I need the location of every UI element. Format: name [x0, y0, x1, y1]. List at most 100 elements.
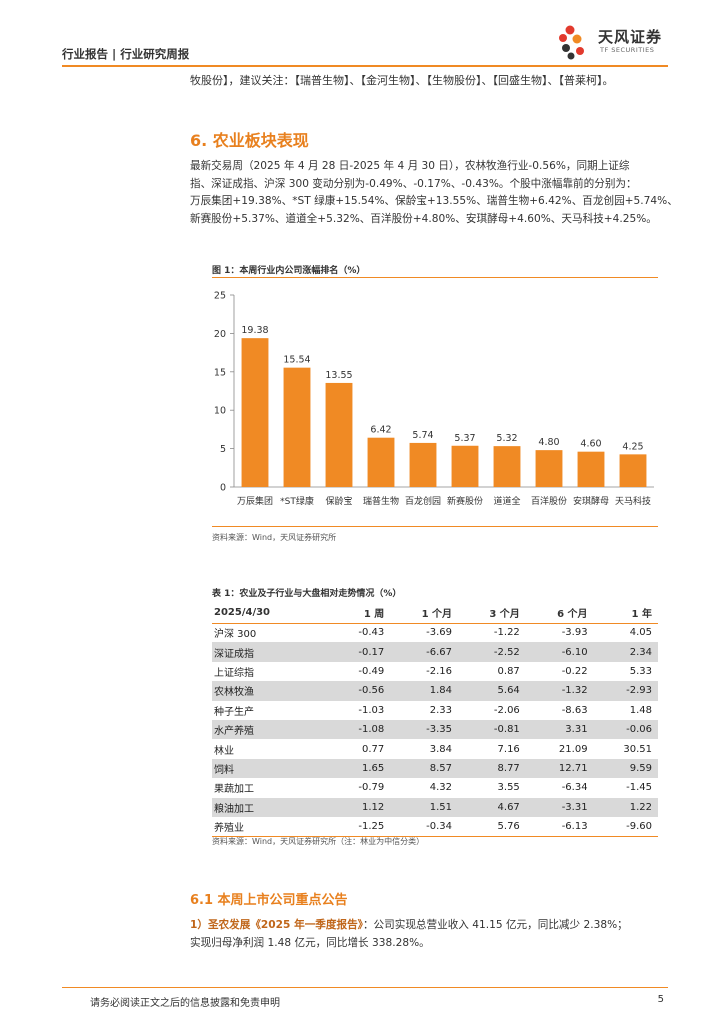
- x-tick-label: 百龙创园: [405, 495, 441, 507]
- bar: [367, 437, 395, 487]
- table-cell: 8.77: [458, 758, 526, 779]
- y-tick-label: 15: [214, 367, 226, 378]
- x-tick-label: 保龄宝: [325, 495, 352, 507]
- flower-logo-icon: [559, 25, 584, 60]
- table-cell: 4.32: [429, 782, 453, 794]
- y-tick-label: 5: [220, 444, 226, 455]
- table-cell: 3.55: [497, 782, 520, 794]
- figure-top-rule: [212, 277, 658, 278]
- table-cell: -0.22: [561, 665, 588, 677]
- figure-source: 资料来源：Wind，天风证券研究所: [212, 533, 337, 542]
- table-cell: -0.34: [390, 816, 459, 837]
- table-cell: 1.84: [390, 681, 459, 701]
- logo-text-en: TF SECURITIES: [600, 46, 655, 54]
- bar: [493, 446, 521, 487]
- x-tick-label: *ST绿康: [280, 495, 314, 507]
- bar: [325, 382, 353, 487]
- footer-divider: [62, 987, 668, 988]
- announcement-line: 实现归母净利润 1.48 亿元，同比增长 338.28%。: [190, 937, 430, 949]
- table-row: 深证成指 -0.17 -6.67 -2.52 -6.10 2.34: [212, 642, 658, 662]
- bar-value-label: 6.42: [370, 425, 391, 436]
- table-cell: -1.25: [331, 816, 391, 837]
- bar-value-label: 4.60: [580, 439, 601, 450]
- row-label: 上证综指: [214, 667, 254, 679]
- row-label: 种子生产: [214, 706, 254, 718]
- bar: [283, 367, 311, 487]
- table-cell: -3.31: [525, 797, 594, 817]
- bar-value-label: 4.80: [538, 437, 559, 448]
- bar-value-label: 5.74: [412, 430, 433, 441]
- table-cell: 7.16: [497, 743, 520, 755]
- table-cell: 4.67: [458, 797, 526, 817]
- bar-value-label: 19.38: [241, 325, 268, 336]
- table-cell: 2.33: [429, 704, 453, 716]
- table-cell: -0.43: [358, 627, 385, 639]
- bar-chart: 0 5 10 15 20 25 19.38 万辰集团 15.54 *ST绿康 13.55 保龄宝 6.4…: [214, 291, 654, 507]
- row-label: 农林牧渔: [212, 681, 332, 701]
- table-row: 水产养殖 -1.08 -3.35 -0.81 3.31 -0.06: [212, 719, 658, 740]
- table-cell: -3.35: [390, 719, 459, 740]
- row-label: 深证成指: [212, 642, 332, 662]
- table-cell: -2.06: [493, 704, 520, 716]
- row-label: 养殖业: [212, 816, 332, 837]
- table-cell: -1.32: [525, 681, 594, 701]
- header-divider: [62, 65, 668, 67]
- paragraph-line: 新赛股份+5.37%、道道全+5.32%、百洋股份+4.80%、安琪酵母+4.6…: [190, 212, 657, 225]
- row-label: 水产养殖: [212, 719, 332, 740]
- table-row: 农林牧渔 -0.56 1.84 5.64 -1.32 -2.93: [212, 681, 658, 701]
- table-cell: -6.67: [390, 642, 459, 662]
- table-header-cell: 2025/4/30: [212, 603, 332, 624]
- header-title: 行业报告 | 行业研究周报: [62, 47, 190, 61]
- footer-disclaimer: 请务必阅读正文之后的信息披露和免责申明: [90, 998, 280, 1009]
- table-cell: -0.06: [593, 719, 658, 740]
- table-cell: 1.22: [593, 797, 658, 817]
- row-label: 饲料: [212, 758, 332, 779]
- company-logo: 天风证券 TF SECURITIES: [556, 22, 668, 62]
- bar-value-label: 5.32: [496, 433, 517, 444]
- intro-text: 牧股份】，建议关注：【瑞普生物】、【金河生物】、【生物股份】、【回盛生物】、【普…: [190, 74, 614, 87]
- table-cell: -2.16: [426, 665, 453, 677]
- table-cell: 30.51: [623, 743, 652, 755]
- table-cell: 1.48: [629, 704, 652, 716]
- bar-value-label: 13.55: [325, 370, 352, 381]
- table-cell: 1.65: [331, 758, 391, 779]
- paragraph-line: 指、深证成指、沪深 300 变动分别为-0.49%、-0.17%、-0.43%。…: [190, 177, 637, 190]
- table-cell: 5.76: [458, 816, 526, 837]
- announcement-item: 1）圣农发展《2025 年一季度报告》：公司实现总营业收入 41.15 亿元，同…: [190, 916, 668, 952]
- bar: [409, 442, 437, 487]
- section-paragraph: 最新交易周（2025 年 4 月 28 日-2025 年 4 月 30 日），农…: [190, 158, 678, 228]
- table-cell: 3.31: [525, 719, 594, 740]
- table-cell: -0.81: [458, 719, 526, 740]
- table-cell: -1.03: [358, 704, 385, 716]
- table-cell: -0.79: [358, 782, 385, 794]
- x-tick-label: 安琪酵母: [573, 495, 609, 507]
- page-header: 行业报告 | 行业研究周报 天风证券 TF SECURITIES: [62, 25, 668, 68]
- page-number: 5: [657, 994, 664, 1005]
- table-source: 资料来源：Wind，天风证券研究所（注：林业为中信分类）: [212, 837, 425, 846]
- table-cell: -6.34: [561, 782, 588, 794]
- announcement-text: ：公司实现总营业收入 41.15 亿元，同比减少 2.38%；: [362, 919, 628, 931]
- table-cell: 21.09: [558, 743, 588, 755]
- x-tick-label: 新赛股份: [447, 495, 483, 507]
- paragraph-line: 万辰集团+19.38%、*ST 绿康+15.54%、保龄宝+13.55%、瑞普生…: [190, 195, 678, 207]
- table-row: 养殖业 -1.25 -0.34 5.76 -6.13 -9.60: [212, 816, 658, 837]
- logo-text-cn: 天风证券: [598, 28, 663, 46]
- table-cell: -0.17: [331, 642, 391, 662]
- table-row: 饲料 1.65 8.57 8.77 12.71 9.59: [212, 758, 658, 779]
- bar-value-label: 15.54: [283, 355, 310, 366]
- y-tick-label: 10: [214, 406, 226, 417]
- bar: [241, 338, 269, 487]
- announcement-line: 1）圣农发展《2025 年一季度报告》：公司实现总营业收入 41.15 亿元，同…: [190, 916, 668, 934]
- table-cell: -6.13: [525, 816, 594, 837]
- table-cell: 1.51: [390, 797, 459, 817]
- paragraph-line: 最新交易周（2025 年 4 月 28 日-2025 年 4 月 30 日），农…: [190, 160, 630, 172]
- table-row: 林业 0.77 3.84 7.16 21.09 30.51: [212, 739, 658, 758]
- table-cell: -1.22: [493, 627, 520, 639]
- row-label: 果蔬加工: [214, 784, 254, 796]
- table-cell: -8.63: [561, 704, 588, 716]
- y-tick-label: 20: [214, 329, 226, 340]
- table-row: 上证综指 -0.49 -2.16 0.87 -0.22 5.33: [212, 662, 658, 681]
- table-cell: -2.52: [458, 642, 526, 662]
- table-cell: 1.12: [331, 797, 391, 817]
- figure-title: 图 1：本周行业内公司涨幅排名（%）: [212, 266, 366, 276]
